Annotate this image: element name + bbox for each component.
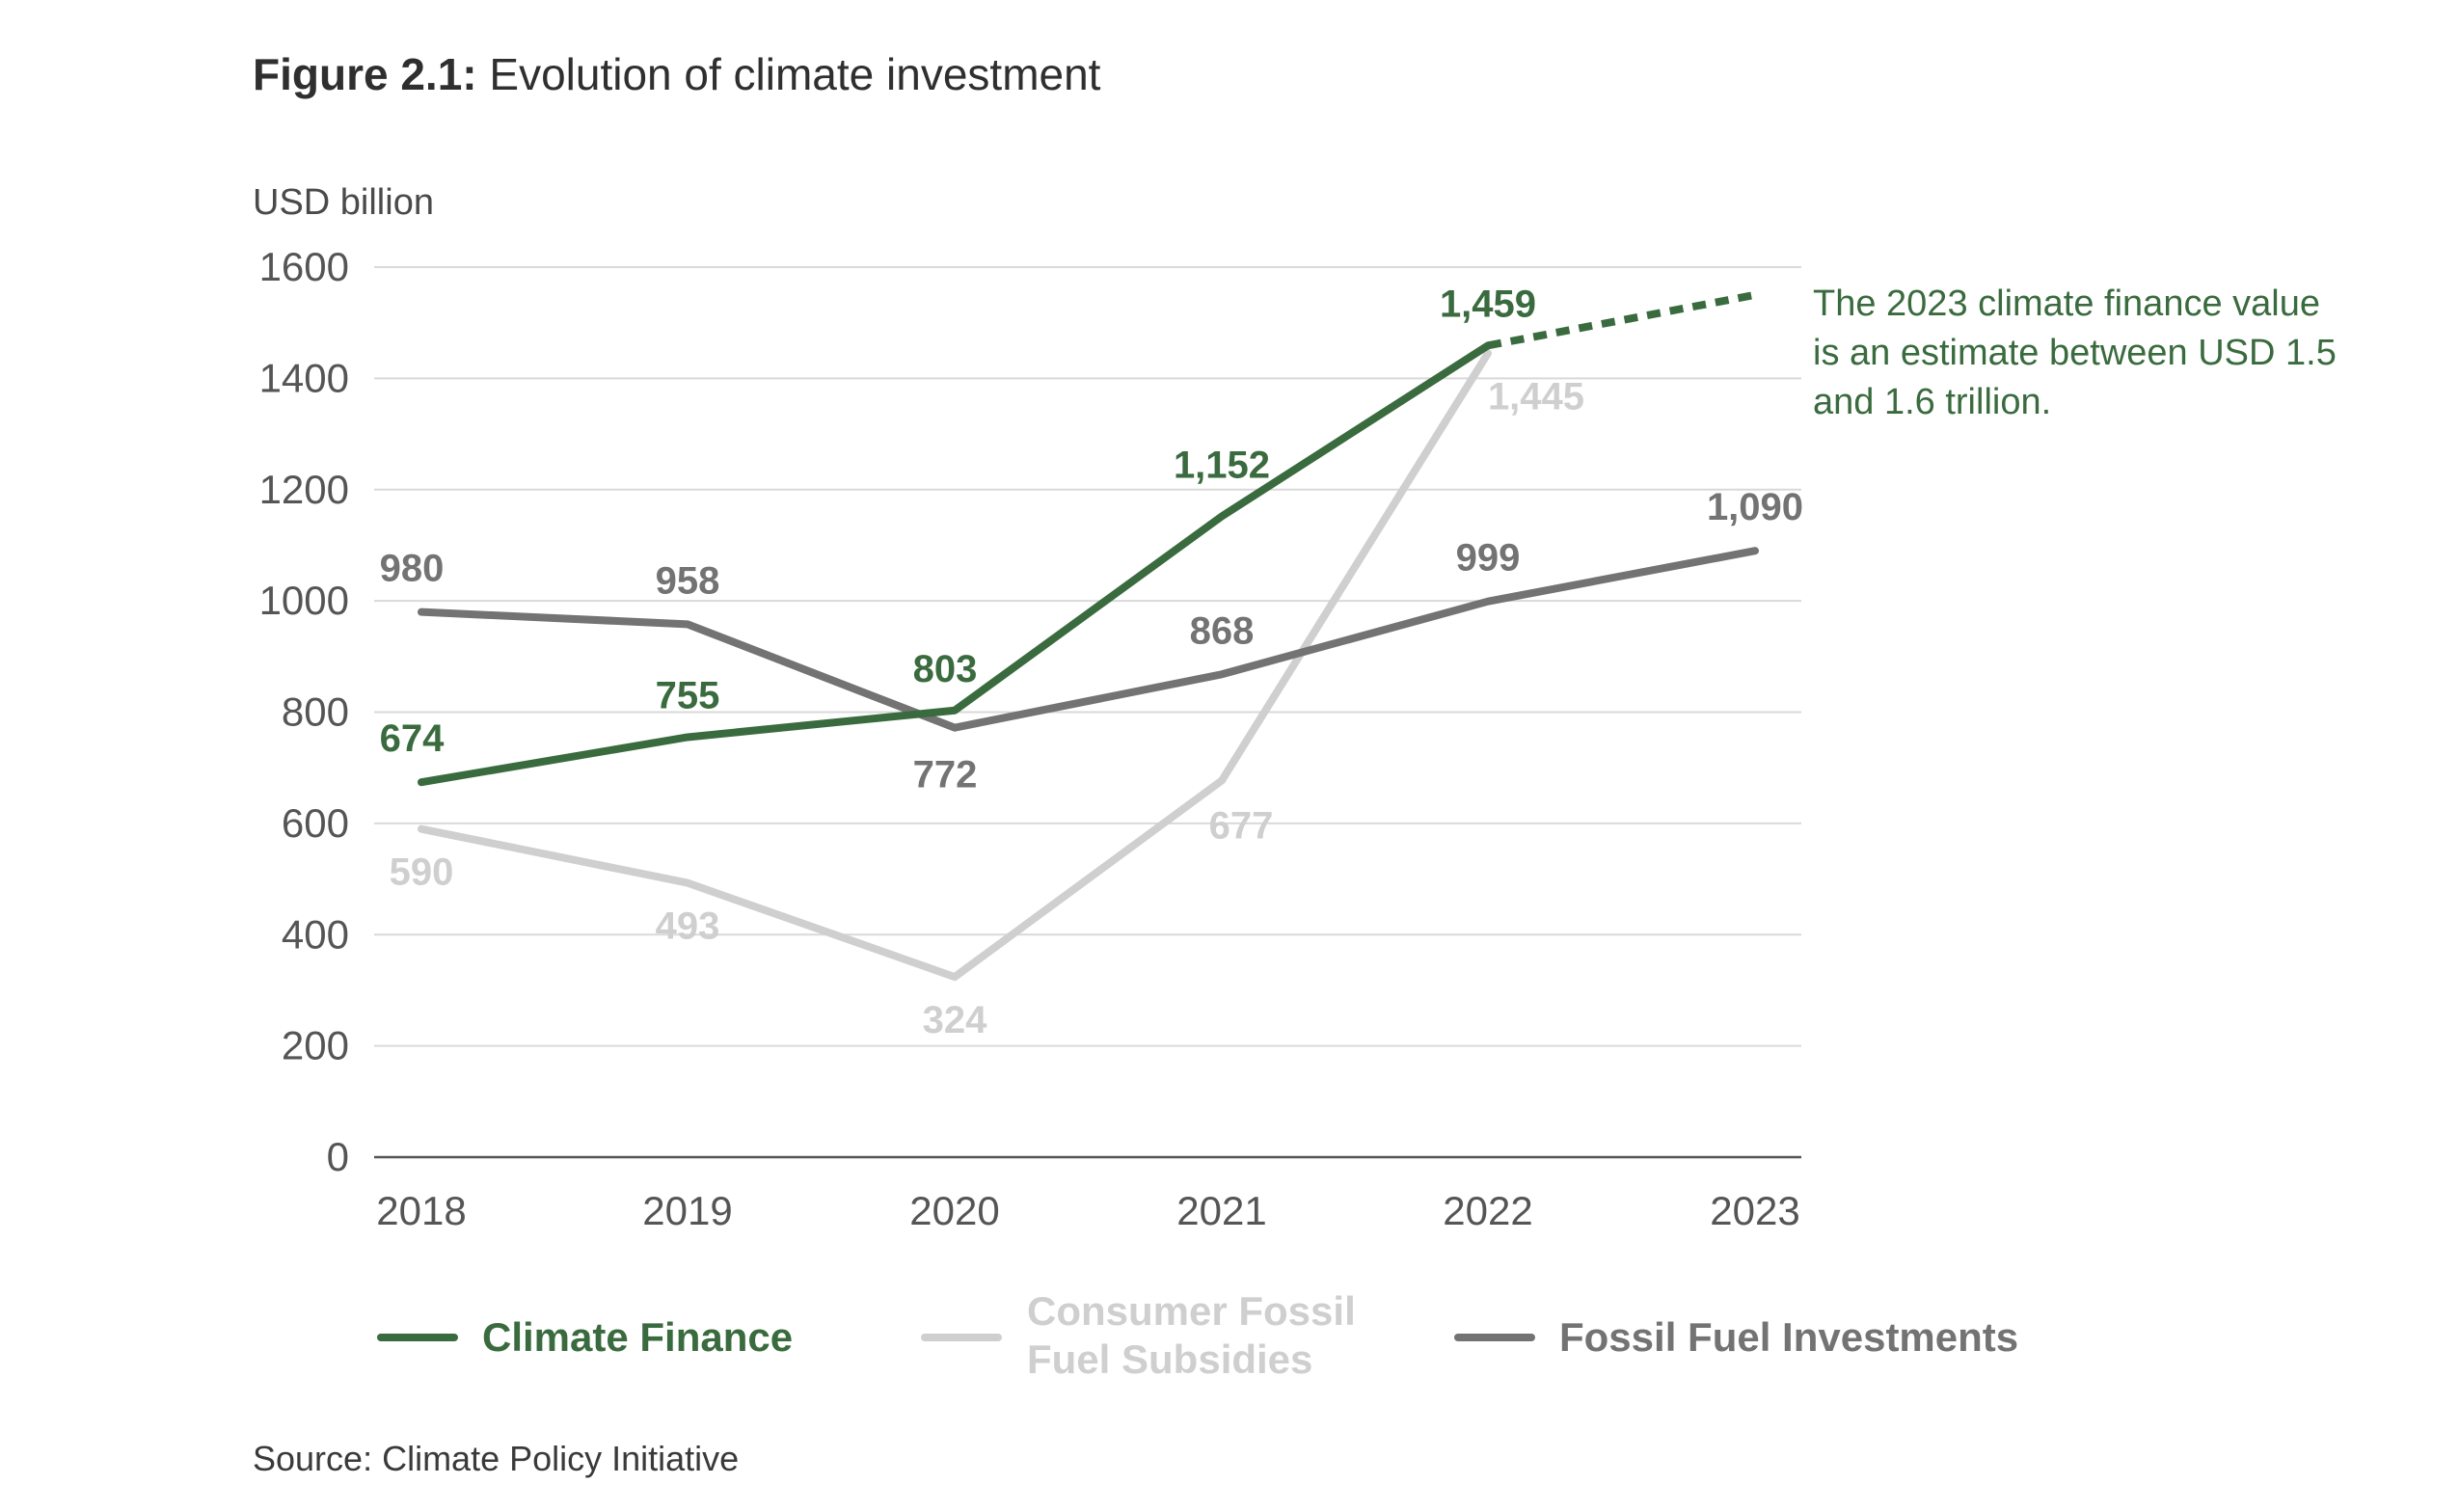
y-tick-label: 800 [282, 689, 349, 735]
x-tick-label: 2021 [1176, 1188, 1266, 1233]
data-label: 674 [380, 717, 445, 760]
y-tick-label: 1200 [259, 467, 349, 512]
figure-label: Figure 2.1: [253, 49, 477, 99]
x-tick-label: 2019 [642, 1188, 732, 1233]
x-tick-label: 2023 [1710, 1188, 1799, 1233]
y-tick-label: 200 [282, 1023, 349, 1068]
x-tick-label: 2020 [909, 1188, 999, 1233]
x-tick-label: 2018 [376, 1188, 466, 1233]
y-tick-label: 400 [282, 911, 349, 957]
series-line-climate-finance [418, 341, 1492, 787]
legend-label-line: Consumer Fossil [1027, 1288, 1356, 1334]
x-axis-ticks: 2018 2019 2020 2021 2022 2023 [376, 1188, 1799, 1233]
legend-swatch [1454, 1334, 1535, 1341]
series-lines [418, 290, 1759, 982]
y-tick-label: 0 [327, 1134, 349, 1179]
data-label: 755 [656, 674, 720, 716]
data-label: 999 [1456, 537, 1521, 580]
data-label: 324 [923, 999, 987, 1041]
data-label: 980 [380, 548, 445, 590]
data-label: 772 [913, 754, 978, 796]
data-label: 677 [1209, 804, 1274, 847]
series-line-fossil-fuel-investments [418, 547, 1759, 732]
legend-swatch [377, 1334, 458, 1341]
source-note: Source: Climate Policy Initiative [253, 1439, 740, 1478]
data-label: 1,445 [1488, 375, 1584, 418]
legend-swatch [921, 1334, 1002, 1341]
y-axis-title: USD billion [253, 182, 434, 223]
data-labels: 674 755 803 1,152 1,459 590 493 324 677 1,445 980 9… [380, 283, 1803, 1041]
legend-label: Consumer Fossil Fuel Subsidies [1027, 1287, 1356, 1384]
figure-title: Figure 2.1: Evolution of climate investm… [253, 48, 1100, 100]
y-tick-label: 1000 [259, 578, 349, 623]
data-label: 958 [656, 559, 720, 602]
y-tick-label: 600 [282, 800, 349, 846]
y-axis-ticks: 0 200 400 600 800 1000 1200 1400 1600 [259, 244, 349, 1179]
data-label: 493 [656, 905, 720, 948]
x-tick-label: 2022 [1443, 1188, 1532, 1233]
y-tick-label: 1600 [259, 244, 349, 289]
y-tick-label: 1400 [259, 355, 349, 400]
figure-title-text: Evolution of climate investment [476, 49, 1101, 99]
estimate-annotation: The 2023 climate finance value is an est… [1813, 284, 2337, 422]
data-label: 590 [390, 851, 454, 894]
series-line-consumer-fossil-fuel-subsidies [418, 349, 1492, 982]
data-label: 1,090 [1707, 486, 1803, 528]
legend-label-line: Fuel Subsidies [1027, 1336, 1313, 1382]
legend-label: Fossil Fuel Investments [1559, 1314, 2019, 1360]
data-label: 803 [913, 648, 978, 690]
data-label: 868 [1190, 609, 1255, 652]
data-label: 1,152 [1174, 444, 1270, 486]
legend-label: Climate Finance [482, 1314, 794, 1360]
gridlines [374, 266, 1801, 1159]
data-label: 1,459 [1440, 283, 1536, 325]
